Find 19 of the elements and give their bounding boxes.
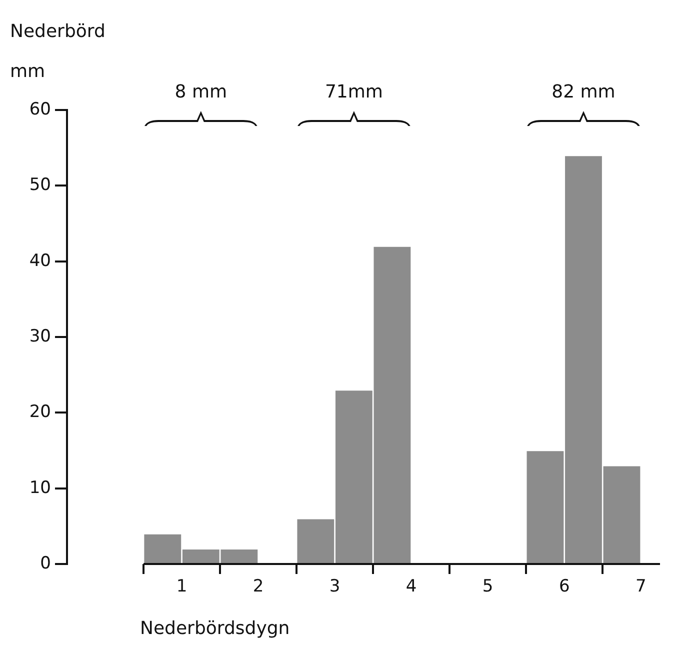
x-tick-label: 2: [252, 576, 264, 597]
x-tick-label: 6: [558, 576, 570, 597]
x-tick-label: 5: [482, 576, 494, 597]
x-tick-label: 7: [635, 576, 646, 597]
y-tick-label: 20: [29, 402, 51, 422]
x-tick-label: 4: [406, 576, 417, 597]
y-tick-label: 10: [29, 478, 51, 498]
x-tick-label: 1: [176, 576, 188, 597]
text: 82 mm: [552, 82, 616, 103]
text: 71mm: [324, 82, 383, 103]
y-tick-label: 50: [29, 175, 51, 196]
y-axis-title: Nederbörd mm: [10, 20, 106, 84]
y-tick-label: 30: [29, 326, 51, 346]
y-tick-label: 60: [29, 99, 51, 120]
x-tick-label: 3: [329, 576, 340, 597]
y-tick-label: 0: [40, 553, 51, 574]
x-axis-title: Nederbördsdygn: [140, 618, 290, 639]
y-tick-label: 40: [29, 250, 51, 271]
text: 8 mm: [174, 82, 228, 103]
